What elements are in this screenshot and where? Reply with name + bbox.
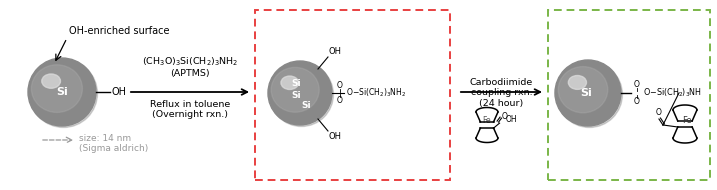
Text: OH-enriched surface: OH-enriched surface: [69, 26, 169, 36]
Ellipse shape: [281, 76, 298, 89]
Text: OH: OH: [329, 47, 342, 56]
Ellipse shape: [556, 62, 622, 127]
Text: Si: Si: [291, 90, 301, 100]
Text: Reflux in toluene
(Overnight rxn.): Reflux in toluene (Overnight rxn.): [150, 100, 230, 119]
Text: Fe: Fe: [483, 116, 491, 125]
Text: O: O: [337, 81, 343, 89]
Text: O$-$Si(CH$_2$)$_3$NH$_2$: O$-$Si(CH$_2$)$_3$NH$_2$: [346, 87, 406, 99]
Text: O: O: [656, 108, 662, 117]
Ellipse shape: [268, 61, 332, 125]
Text: Si: Si: [301, 101, 310, 111]
Text: Si: Si: [56, 87, 68, 97]
Ellipse shape: [42, 74, 60, 88]
Ellipse shape: [270, 63, 333, 127]
Ellipse shape: [271, 67, 319, 112]
Text: O: O: [502, 112, 508, 121]
Text: OH: OH: [505, 115, 517, 124]
Text: Si: Si: [580, 88, 592, 98]
Text: (Sigma aldrich): (Sigma aldrich): [79, 145, 148, 154]
Text: OH: OH: [329, 132, 342, 141]
Ellipse shape: [555, 60, 621, 126]
Text: (CH$_3$O)$_3$Si(CH$_2$)$_3$NH$_2$
(APTMS): (CH$_3$O)$_3$Si(CH$_2$)$_3$NH$_2$ (APTMS…: [142, 55, 238, 78]
Ellipse shape: [559, 67, 608, 113]
Text: OH: OH: [112, 87, 127, 97]
Ellipse shape: [32, 65, 82, 112]
Text: size: 14 nm: size: 14 nm: [79, 135, 131, 143]
Ellipse shape: [29, 59, 98, 127]
Text: O$-$Si(CH$_2$)$_3$NH: O$-$Si(CH$_2$)$_3$NH: [643, 87, 702, 99]
Text: O: O: [337, 97, 343, 105]
Text: O: O: [634, 79, 640, 89]
Text: Si: Si: [291, 78, 301, 88]
Text: Carbodiimide
coupling rxn.
(24 hour): Carbodiimide coupling rxn. (24 hour): [470, 78, 533, 108]
Ellipse shape: [569, 75, 587, 89]
Ellipse shape: [28, 58, 96, 126]
Text: Fe: Fe: [682, 116, 692, 125]
Text: O: O: [634, 97, 640, 107]
